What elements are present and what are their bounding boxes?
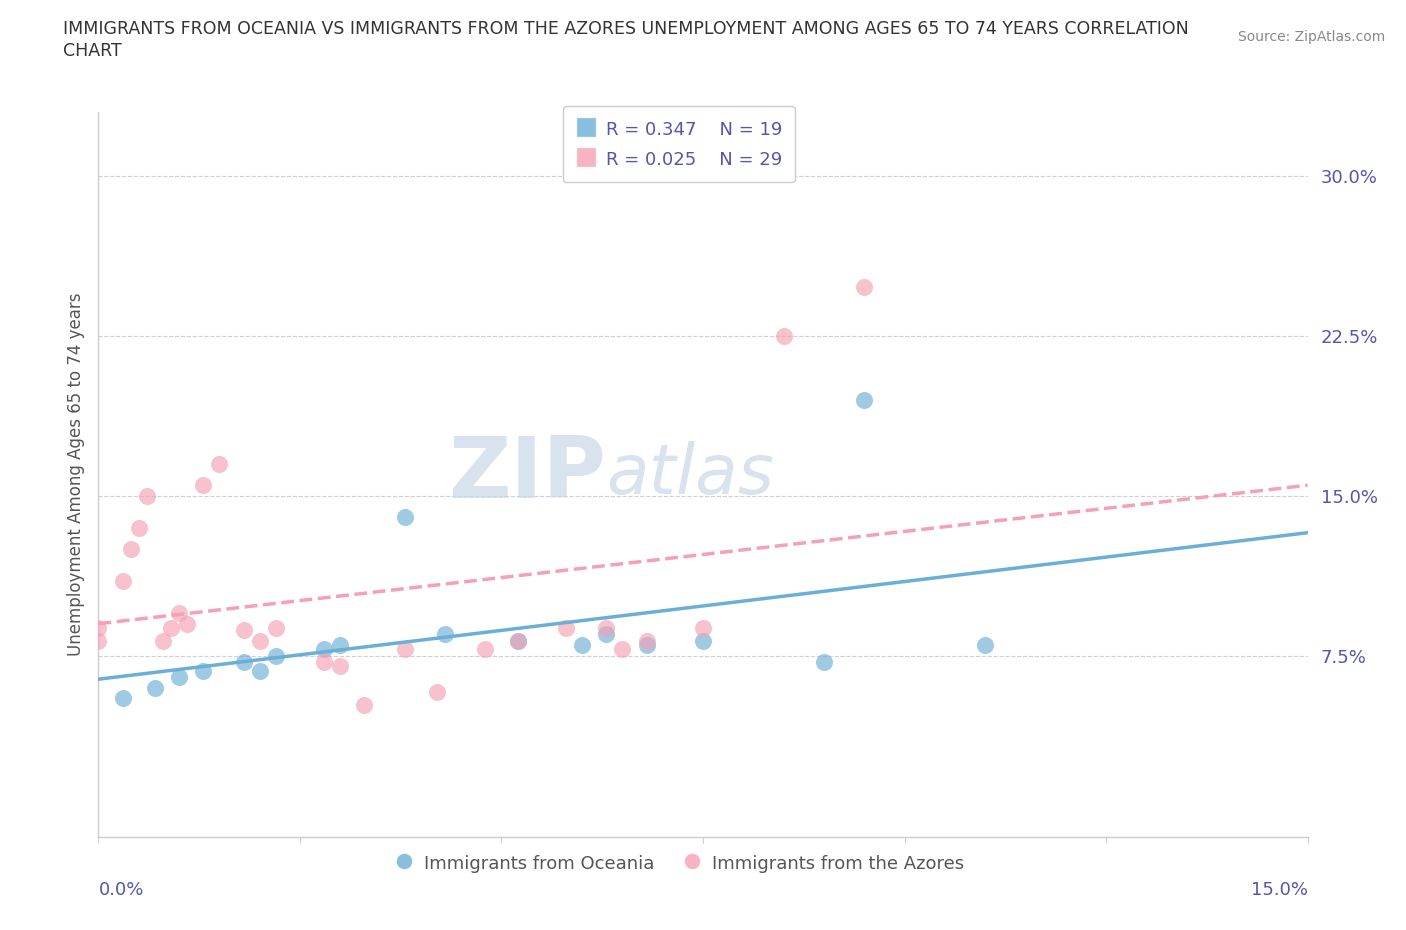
Point — [176, 617, 198, 631]
Point — [692, 620, 714, 635]
Point — [193, 663, 215, 678]
Point — [232, 655, 254, 670]
Point — [208, 457, 231, 472]
Text: CHART: CHART — [63, 42, 122, 60]
Point — [120, 541, 142, 556]
Point — [636, 638, 658, 653]
Point — [813, 655, 835, 670]
Point — [853, 279, 876, 294]
Text: 15.0%: 15.0% — [1250, 881, 1308, 898]
Point — [167, 605, 190, 620]
Point — [692, 633, 714, 648]
Point — [434, 627, 457, 642]
Point — [636, 633, 658, 648]
Text: 0.0%: 0.0% — [98, 881, 143, 898]
Point — [595, 620, 617, 635]
Point — [426, 684, 449, 699]
Point — [329, 638, 352, 653]
Point — [249, 633, 271, 648]
Point — [249, 663, 271, 678]
Text: ZIP: ZIP — [449, 432, 606, 516]
Point — [474, 642, 496, 657]
Legend: Immigrants from Oceania, Immigrants from the Azores: Immigrants from Oceania, Immigrants from… — [381, 840, 977, 886]
Point — [506, 633, 529, 648]
Point — [232, 622, 254, 637]
Point — [314, 655, 336, 670]
Text: atlas: atlas — [606, 441, 775, 508]
Point — [571, 638, 593, 653]
Point — [506, 633, 529, 648]
Point — [555, 620, 578, 635]
Point — [167, 670, 190, 684]
Point — [143, 680, 166, 695]
Point — [853, 392, 876, 407]
Point — [353, 698, 375, 712]
Point — [974, 638, 997, 653]
Point — [394, 510, 416, 525]
Point — [314, 642, 336, 657]
Point — [111, 574, 134, 589]
Point — [772, 328, 794, 343]
Point — [394, 642, 416, 657]
Text: Source: ZipAtlas.com: Source: ZipAtlas.com — [1237, 30, 1385, 44]
Point — [612, 642, 634, 657]
Point — [135, 488, 157, 503]
Point — [329, 658, 352, 673]
Point — [111, 691, 134, 706]
Point — [595, 627, 617, 642]
Point — [193, 477, 215, 492]
Y-axis label: Unemployment Among Ages 65 to 74 years: Unemployment Among Ages 65 to 74 years — [66, 293, 84, 656]
Point — [128, 520, 150, 535]
Point — [264, 648, 287, 663]
Text: IMMIGRANTS FROM OCEANIA VS IMMIGRANTS FROM THE AZORES UNEMPLOYMENT AMONG AGES 65: IMMIGRANTS FROM OCEANIA VS IMMIGRANTS FR… — [63, 20, 1189, 38]
Point — [87, 620, 110, 635]
Point — [152, 633, 174, 648]
Point — [87, 633, 110, 648]
Point — [160, 620, 183, 635]
Point — [264, 620, 287, 635]
